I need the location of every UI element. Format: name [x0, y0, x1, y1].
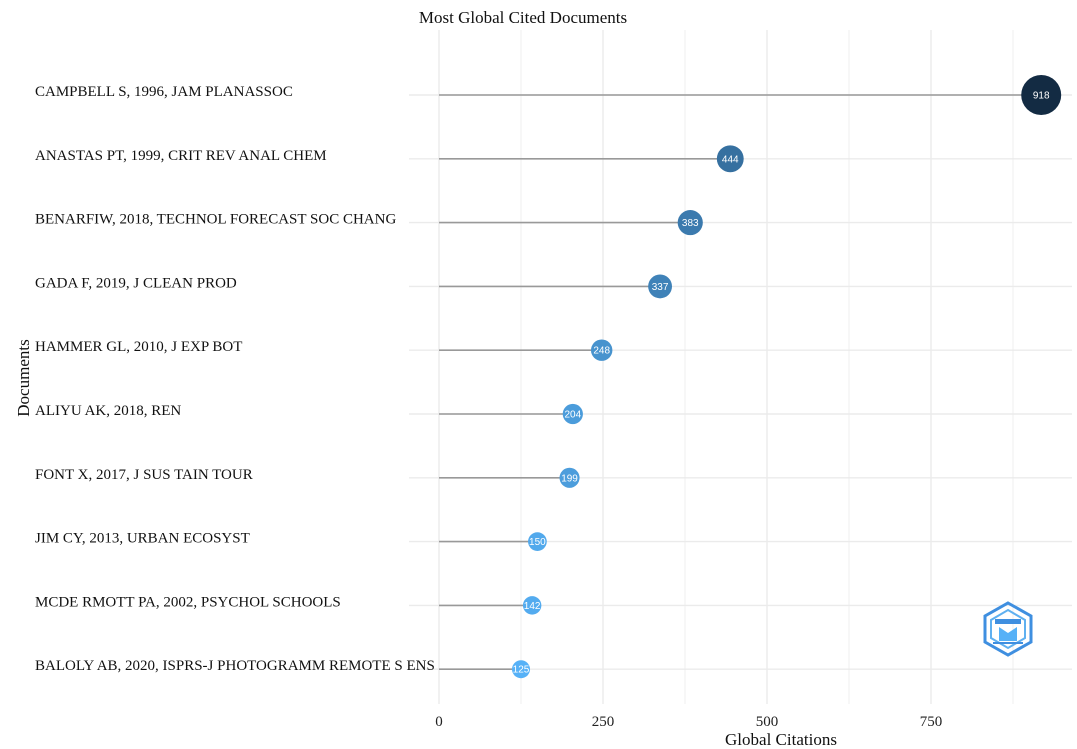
stems: [439, 94, 1042, 671]
data-label: 918: [1033, 91, 1050, 102]
category-label: ALIYU AK, 2018, REN: [35, 403, 181, 419]
y-axis-title: Documents: [14, 339, 33, 416]
data-label: 150: [529, 537, 546, 548]
category-labels: CAMPBELL S, 1996, JAM PLANASSOC ANASTAS P…: [35, 84, 435, 674]
data-label: 337: [652, 282, 669, 293]
data-point: [562, 403, 583, 425]
x-tick-label: 0: [435, 714, 443, 730]
data-label: 248: [593, 346, 610, 357]
chart-title: Most Global Cited Documents: [419, 8, 627, 27]
data-point: [716, 145, 744, 173]
data-label: 383: [682, 218, 699, 229]
x-tick-label: 500: [756, 714, 779, 730]
category-label: HAMMER GL, 2010, J EXP BOT: [35, 339, 242, 355]
data-label: 444: [722, 154, 739, 165]
x-tick-label: 250: [592, 714, 615, 730]
category-label: BALOLY AB, 2020, ISPRS-J PHOTOGRAMM REMO…: [35, 658, 435, 674]
data-point: [528, 532, 547, 551]
category-label: CAMPBELL S, 1996, JAM PLANASSOC: [35, 84, 293, 100]
data-point: [648, 274, 673, 299]
category-label: ANASTAS PT, 1999, CRIT REV ANAL CHEM: [35, 148, 327, 164]
x-axis-title: Global Citations: [725, 730, 837, 749]
data-label: 125: [513, 665, 530, 676]
data-point: [677, 210, 703, 236]
data-point: [590, 339, 613, 361]
data-point: [522, 596, 542, 615]
points: 918 444 383 337 248 204 199 150 142 125: [512, 75, 1062, 679]
category-label: JIM CY, 2013, URBAN ECOSYST: [35, 531, 250, 547]
bibliometrix-logo-icon: [983, 601, 1033, 657]
data-label: 199: [561, 473, 578, 484]
x-tick-label: 750: [920, 714, 943, 730]
data-label: 204: [564, 410, 581, 421]
x-tick-labels: 0 250 500 750: [435, 714, 942, 730]
category-label: FONT X, 2017, J SUS TAIN TOUR: [35, 467, 253, 483]
grid-lines: [409, 30, 1072, 704]
category-label: BENARFIW, 2018, TECHNOL FORECAST SOC CHA…: [35, 212, 396, 228]
category-label: MCDE RMOTT PA, 2002, PSYCHOL SCHOOLS: [35, 594, 341, 610]
category-label: GADA F, 2019, J CLEAN PROD: [35, 275, 237, 291]
data-point: [512, 660, 530, 679]
data-point: [559, 467, 580, 488]
data-label: 142: [524, 601, 541, 612]
data-point: [1021, 75, 1062, 115]
